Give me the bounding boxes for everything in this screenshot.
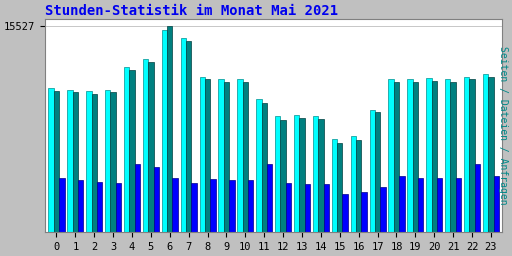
Bar xyxy=(135,164,140,232)
Bar xyxy=(111,92,116,232)
Bar xyxy=(313,116,318,232)
Bar xyxy=(370,110,375,232)
Bar xyxy=(318,119,324,232)
Bar xyxy=(418,178,423,232)
Bar xyxy=(92,94,97,232)
Bar xyxy=(475,164,480,232)
Bar xyxy=(281,120,286,232)
Bar xyxy=(286,183,291,232)
Bar xyxy=(408,79,413,232)
Bar xyxy=(343,194,348,232)
Bar xyxy=(375,112,380,232)
Bar xyxy=(124,67,130,232)
Bar xyxy=(97,182,102,232)
Bar xyxy=(267,164,272,232)
Bar xyxy=(437,178,442,232)
Bar xyxy=(445,79,451,232)
Bar xyxy=(294,115,300,232)
Bar xyxy=(238,79,243,232)
Text: Stunden-Statistik im Monat Mai 2021: Stunden-Statistik im Monat Mai 2021 xyxy=(45,4,338,18)
Bar xyxy=(229,180,234,232)
Bar xyxy=(337,143,343,232)
Bar xyxy=(49,89,54,232)
Bar xyxy=(205,79,210,232)
Bar xyxy=(380,187,386,232)
Bar xyxy=(162,30,167,232)
Bar xyxy=(275,116,281,232)
Bar xyxy=(105,90,111,232)
Bar xyxy=(361,192,367,232)
Bar xyxy=(432,80,437,232)
Bar xyxy=(256,99,262,232)
Bar xyxy=(456,178,461,232)
Bar xyxy=(451,82,456,232)
Bar xyxy=(305,184,310,232)
Bar xyxy=(181,38,186,232)
Y-axis label: Seiten / Dateien / Anfragen: Seiten / Dateien / Anfragen xyxy=(498,46,508,205)
Bar xyxy=(200,77,205,232)
Bar xyxy=(148,62,154,232)
Bar xyxy=(394,82,399,232)
Bar xyxy=(243,82,248,232)
Bar xyxy=(154,167,159,232)
Bar xyxy=(219,79,224,232)
Bar xyxy=(483,74,488,232)
Bar xyxy=(143,59,148,232)
Bar xyxy=(356,140,361,232)
Bar xyxy=(426,78,432,232)
Bar xyxy=(262,103,267,232)
Bar xyxy=(351,136,356,232)
Bar xyxy=(248,180,253,232)
Bar xyxy=(68,90,73,232)
Bar xyxy=(389,79,394,232)
Bar xyxy=(413,82,418,232)
Bar xyxy=(130,70,135,232)
Bar xyxy=(224,82,229,232)
Bar xyxy=(399,176,404,232)
Bar xyxy=(73,92,78,232)
Bar xyxy=(116,183,121,232)
Bar xyxy=(59,178,65,232)
Bar xyxy=(186,41,191,232)
Bar xyxy=(78,180,83,232)
Bar xyxy=(167,26,173,232)
Bar xyxy=(332,139,337,232)
Bar xyxy=(54,91,59,232)
Bar xyxy=(464,77,470,232)
Bar xyxy=(191,183,197,232)
Bar xyxy=(86,91,92,232)
Bar xyxy=(210,179,216,232)
Bar xyxy=(324,184,329,232)
Bar xyxy=(173,178,178,232)
Bar xyxy=(470,79,475,232)
Bar xyxy=(488,77,494,232)
Bar xyxy=(494,176,499,232)
Bar xyxy=(300,118,305,232)
